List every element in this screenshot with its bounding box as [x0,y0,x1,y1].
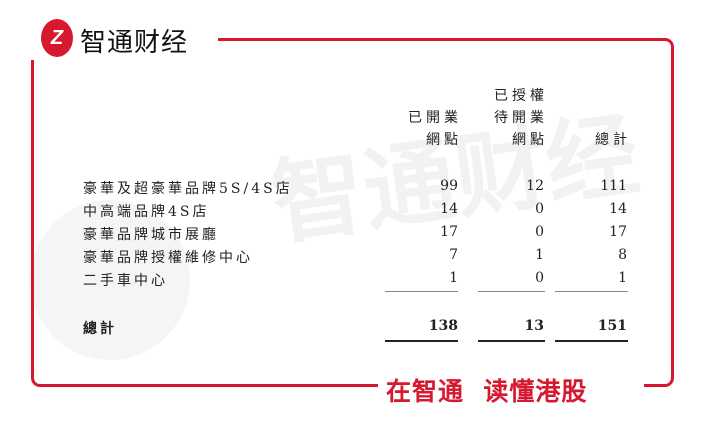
cell: 99 [440,178,458,194]
header-col-total: 總計 [549,129,631,151]
cell: 17 [609,224,627,240]
brand-slogan: 在智通 读懂港股 [386,377,588,406]
header-col-authorized: 已授權 待開業 網點 [466,85,548,151]
header-line: 網點 [512,132,548,148]
cell: 14 [440,201,458,217]
header-line [380,85,462,107]
cell: 0 [535,201,544,217]
cell: 0 [535,224,544,240]
subtotal-rule [385,291,458,292]
cell: 12 [526,178,544,194]
header-line: 網點 [426,132,462,148]
header-line: 總計 [595,132,631,148]
cell: 1 [618,270,627,286]
brand-logo-icon: Z [41,19,73,57]
watermark-logo [30,200,190,360]
header-line: 待開業 [494,110,548,126]
total-label: 總計 [83,321,117,337]
total-rule [555,340,628,342]
subtotal-rule [555,291,628,292]
total-rule [385,340,458,342]
total-cell: 13 [524,318,544,334]
row-label: 中高端品牌4S店 [83,204,210,220]
row-label: 二手車中心 [83,273,168,289]
cell: 14 [609,201,627,217]
cell: 17 [440,224,458,240]
content-frame [31,38,674,387]
subtotal-rule [478,291,545,292]
total-rule [478,340,545,342]
header-col-opened: 已開業 網點 [380,85,462,151]
row-label: 豪華及超豪華品牌5S/4S店 [83,181,293,197]
row-label: 豪華品牌授權維修中心 [83,250,253,266]
cell: 0 [535,270,544,286]
slogan-background [378,372,644,406]
cell: 1 [449,270,458,286]
cell: 1 [535,247,544,263]
cell: 8 [618,247,627,263]
cell: 111 [600,178,627,194]
brand-name: 智通财经 [80,28,189,58]
total-cell: 138 [428,318,458,334]
header-line: 已開業 [408,110,462,126]
header-line: 已授權 [494,88,548,104]
row-label: 豪華品牌城市展廳 [83,227,219,243]
total-cell: 151 [597,318,627,334]
cell: 7 [449,247,458,263]
